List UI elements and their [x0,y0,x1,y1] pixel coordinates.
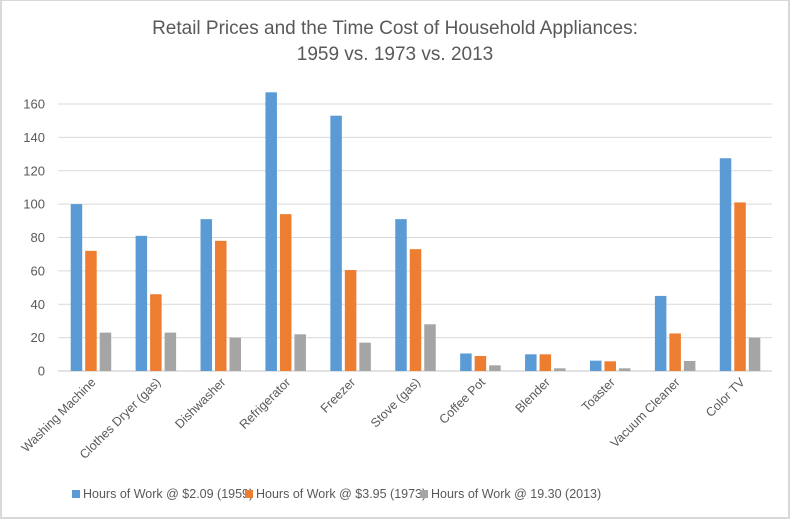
legend: Hours of Work @ $2.09 (1959) Hours of Wo… [0,487,790,505]
bar[interactable] [683,360,696,371]
bar[interactable] [359,342,371,371]
bar[interactable] [164,332,177,371]
y-tick-label: 140 [23,130,45,145]
y-tick-label: 160 [23,97,45,112]
bar[interactable] [474,355,487,371]
legend-swatch-2013 [420,490,428,498]
x-tick-label: Color TV [703,375,748,420]
x-tick-label: Toaster [579,375,618,414]
bar[interactable] [654,295,667,371]
bars [70,92,761,372]
x-tick-label: Vacuum Cleaner [608,375,683,450]
bar[interactable] [150,294,162,371]
y-tick-label: 120 [23,163,45,178]
bar[interactable] [70,204,83,371]
bar[interactable] [135,235,148,371]
bar[interactable] [539,354,552,371]
bar[interactable] [395,219,407,371]
legend-label-2013: Hours of Work @ 19.30 (2013) [431,487,602,501]
bar[interactable] [229,337,242,371]
bar[interactable] [200,219,213,371]
bar[interactable] [460,353,472,371]
legend-item-1959[interactable]: Hours of Work @ $2.09 (1959) [72,487,253,501]
bar[interactable] [344,270,357,371]
y-tick-label: 0 [38,364,45,379]
chart-title-line-2: 1959 vs. 1973 vs. 2013 [296,44,494,65]
bar[interactable] [748,337,761,371]
y-tick-label: 20 [31,330,45,345]
x-tick-label: Stove (gas) [368,375,423,430]
x-tick-label: Refrigerator [237,375,294,432]
y-tick-label: 40 [31,297,45,312]
bar[interactable] [424,324,436,371]
chart-title-line-1: Retail Prices and the Time Cost of House… [152,18,638,39]
y-tick-label: 100 [23,197,45,212]
bar[interactable] [618,368,631,371]
bar[interactable] [99,332,112,371]
legend-label-1959: Hours of Work @ $2.09 (1959) [83,487,254,501]
y-tick-label: 80 [31,230,45,245]
bar[interactable] [669,333,681,371]
legend-swatch-1973 [245,490,253,498]
legend-swatch-1959 [72,490,80,498]
bar[interactable] [409,249,422,371]
y-tick-label: 60 [31,263,45,278]
bar[interactable] [554,368,566,371]
x-tick-label: Freezer [318,375,358,415]
bar[interactable] [265,92,277,371]
y-axis-ticks: 0 20 40 60 80 100 120 140 160 [23,97,45,379]
bar[interactable] [330,115,342,372]
legend-item-2013[interactable]: Hours of Work @ 19.30 (2013) [420,487,601,501]
bar[interactable] [85,250,97,371]
bar[interactable] [589,360,602,371]
bar[interactable] [604,361,616,371]
bar[interactable] [734,202,746,371]
x-tick-label: Dishwasher [172,375,228,431]
bar[interactable] [279,214,292,371]
x-tick-label: Blender [513,375,553,415]
x-tick-label: Coffee Pot [437,375,489,427]
bar[interactable] [719,158,732,371]
bar[interactable] [525,354,537,371]
bar[interactable] [294,334,306,371]
legend-item-1973[interactable]: Hours of Work @ $3.95 (1973) [245,487,426,501]
legend-label-1973: Hours of Work @ $3.95 (1973) [256,487,427,501]
bar[interactable] [489,365,501,371]
bar[interactable] [215,240,227,371]
